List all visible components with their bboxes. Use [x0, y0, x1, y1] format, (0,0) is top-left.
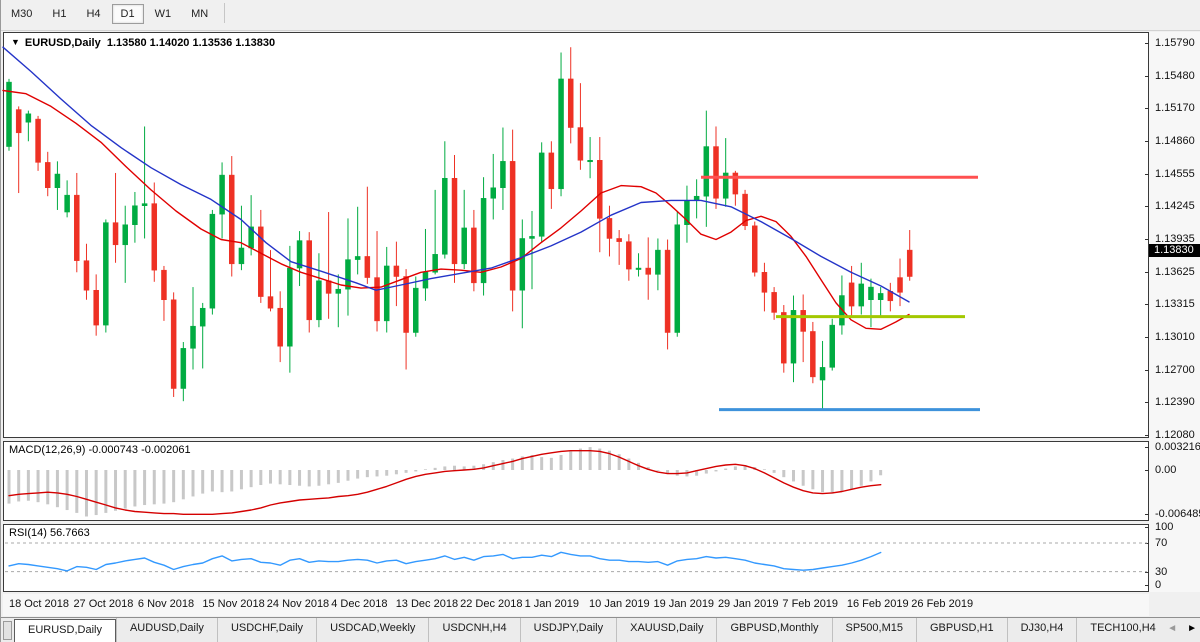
date-axis-label: 15 Nov 2018 — [202, 598, 265, 610]
chart-tabs: EURUSD,Daily AUDUSD,Daily USDCHF,Daily USDC… — [1, 618, 1157, 642]
date-axis-label: 26 Feb 2019 — [911, 598, 974, 610]
price-axis-label: 1.12390 — [1155, 396, 1195, 409]
axis-tick — [1145, 543, 1149, 544]
tab-xauusd-daily[interactable]: XAUUSD,Daily — [616, 618, 716, 642]
timeframe-button-m30[interactable]: M30 — [11, 8, 33, 20]
timeframe-button-mn[interactable]: MN — [191, 8, 209, 20]
rsi-axis-label: 70 — [1155, 537, 1168, 549]
price-axis-label: 1.12700 — [1155, 363, 1195, 376]
date-axis-label: 24 Nov 2018 — [266, 598, 330, 610]
macd-indicator-label: MACD(12,26,9) -0.000743 -0.002061 — [9, 444, 191, 456]
rsi-indicator-panel[interactable] — [3, 524, 1149, 592]
date-axis-label: 22 Dec 2018 — [460, 598, 523, 610]
tab-usdjpy-daily[interactable]: USDJPY,Daily — [519, 618, 617, 642]
chart-symbol-label: EURUSD,Daily — [24, 37, 101, 49]
price-axis-label: 1.13010 — [1155, 331, 1195, 343]
axis-tick — [1145, 369, 1149, 371]
timeframe-button-d1[interactable]: D1 — [111, 4, 144, 24]
price-axis-label: 1.13625 — [1155, 265, 1195, 278]
rsi-axis-label: 0 — [1155, 579, 1162, 591]
axis-tick — [1145, 271, 1149, 273]
price-axis-label: 1.13935 — [1155, 233, 1195, 245]
date-axis-label: 4 Dec 2018 — [331, 598, 388, 610]
tab-usdchf-daily[interactable]: USDCHF,Daily — [216, 618, 316, 642]
axis-tick — [1145, 337, 1149, 338]
price-axis-label: 1.15480 — [1155, 69, 1195, 82]
date-axis-label: 6 Nov 2018 — [137, 598, 195, 610]
chart-title: ▼ EURUSD,Daily 1.13580 1.14020 1.13536 1.… — [11, 37, 275, 49]
price-axis-label: 1.15790 — [1155, 37, 1195, 49]
price-axis-label: 1.14245 — [1155, 200, 1195, 213]
date-axis-label: 29 Jan 2019 — [717, 598, 779, 610]
date-axis-label: 18 Oct 2018 — [9, 598, 69, 610]
axis-tick — [1145, 108, 1149, 110]
axis-tick — [1145, 173, 1149, 175]
toolbar-separator — [224, 2, 226, 23]
macd-axis-label: -0.006485 — [1155, 508, 1200, 520]
axis-tick — [1145, 304, 1149, 306]
rsi-axis-label: 30 — [1155, 565, 1168, 578]
price-axis-label: 1.13315 — [1155, 298, 1195, 311]
tab-eurusd-daily[interactable]: EURUSD,Daily — [14, 619, 116, 642]
date-axis-label: 7 Feb 2019 — [782, 598, 839, 610]
chart-quote-values: 1.13580 1.14020 1.13536 1.13830 — [106, 37, 276, 49]
current-price-tag: 1.13830 — [1149, 243, 1200, 257]
axis-tick — [1145, 514, 1149, 515]
axis-tick — [1145, 527, 1149, 528]
tabs-scroll-right-icon[interactable]: ► — [1187, 623, 1197, 634]
axis-tick — [1145, 43, 1149, 44]
date-axis-label: 10 Jan 2019 — [589, 598, 650, 610]
rsi-axis-label: 100 — [1155, 521, 1174, 533]
symbol-dropdown-icon[interactable]: ▼ — [11, 37, 20, 47]
price-scale[interactable]: 1.15790 1.15480 1.15170 1.14860 1.14555 1.142… — [1145, 32, 1200, 592]
tab-dj30-h4[interactable]: DJ30,H4 — [1006, 618, 1077, 642]
tab-usdcnh-h4[interactable]: USDCNH,H4 — [428, 618, 519, 642]
date-axis-label: 27 Oct 2018 — [73, 598, 134, 610]
tab-audusd-daily[interactable]: AUDUSD,Daily — [115, 618, 217, 642]
axis-tick — [1145, 206, 1149, 208]
tab-tech100-h4[interactable]: TECH100,H4 — [1076, 618, 1157, 642]
axis-tick — [1145, 141, 1149, 142]
axis-tick — [1145, 239, 1149, 240]
tabs-scroll-left-icon[interactable]: ◄ — [1167, 623, 1178, 634]
tabbar-stub — [3, 621, 12, 640]
price-axis-label: 1.14860 — [1155, 135, 1195, 147]
timeframe-toolbar: M30 H1 H4 D1 W1 MN — [1, 0, 1200, 31]
axis-tick — [1145, 75, 1149, 77]
macd-axis-label: 0.00 — [1155, 464, 1177, 476]
timeframe-button-h1[interactable]: H1 — [52, 8, 67, 20]
axis-tick — [1145, 402, 1149, 404]
tab-sp500-m15[interactable]: SP500,M15 — [831, 618, 916, 642]
main-chart-plot-area[interactable] — [3, 32, 1149, 438]
chart-tab-bar: EURUSD,Daily AUDUSD,Daily USDCHF,Daily USDC… — [1, 617, 1200, 642]
tab-usdcad-weekly[interactable]: USDCAD,Weekly — [316, 618, 428, 642]
date-axis-label: 16 Feb 2019 — [846, 598, 909, 610]
axis-tick — [1145, 435, 1149, 436]
price-axis-label: 1.14555 — [1155, 167, 1195, 180]
rsi-indicator-label: RSI(14) 56.7663 — [9, 527, 90, 539]
price-axis-label: 1.12080 — [1155, 429, 1195, 441]
axis-tick — [1145, 585, 1149, 586]
tab-gbpusd-h1[interactable]: GBPUSD,H1 — [916, 618, 1007, 642]
timeframe-button-h4[interactable]: H4 — [86, 8, 101, 20]
price-axis-label: 1.15170 — [1155, 102, 1195, 115]
axis-tick — [1145, 571, 1149, 573]
date-axis-label: 1 Jan 2019 — [524, 598, 580, 610]
date-axis-label: 19 Jan 2019 — [653, 598, 715, 610]
axis-tick — [1145, 470, 1149, 471]
macd-axis-label: 0.003216 — [1155, 441, 1200, 453]
timeframe-button-w1[interactable]: W1 — [154, 8, 172, 20]
time-scale[interactable]: 18 Oct 2018 27 Oct 2018 6 Nov 2018 15 Nov 2… — [3, 594, 1149, 616]
date-axis-label: 13 Dec 2018 — [395, 598, 459, 610]
tab-gbpusd-monthly[interactable]: GBPUSD,Monthly — [716, 618, 831, 642]
axis-tick — [1145, 447, 1149, 448]
